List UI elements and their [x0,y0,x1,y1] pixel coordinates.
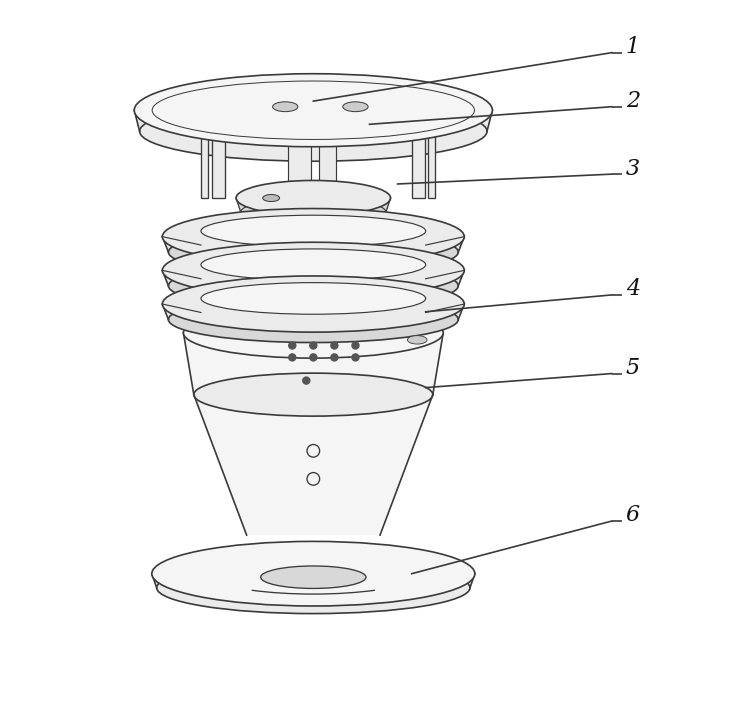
Ellipse shape [163,209,464,264]
Ellipse shape [163,243,464,298]
Circle shape [352,342,359,349]
Ellipse shape [236,180,391,216]
Polygon shape [183,333,443,395]
Circle shape [289,342,296,349]
Polygon shape [134,110,492,131]
Circle shape [310,354,317,361]
Polygon shape [163,237,464,252]
Circle shape [310,342,317,349]
Text: 1: 1 [626,36,640,58]
Text: 6: 6 [626,504,640,527]
Ellipse shape [201,283,426,314]
Polygon shape [194,395,433,535]
Polygon shape [163,270,464,286]
Ellipse shape [263,195,279,202]
Ellipse shape [151,541,475,606]
Ellipse shape [134,74,492,147]
Bar [212,135,225,198]
Circle shape [331,342,338,349]
Ellipse shape [241,198,386,226]
Ellipse shape [168,297,458,343]
Text: 5: 5 [626,357,640,379]
Polygon shape [151,574,475,588]
Bar [319,135,336,191]
Circle shape [331,354,338,361]
Polygon shape [236,198,391,212]
Circle shape [289,354,296,361]
Bar [201,135,208,198]
Ellipse shape [194,373,433,416]
Bar [288,135,310,191]
Ellipse shape [183,307,443,358]
Ellipse shape [407,336,427,344]
Bar [412,135,425,198]
Bar [428,135,435,198]
Ellipse shape [140,102,487,161]
Text: 4: 4 [626,278,640,300]
Circle shape [303,377,310,384]
Ellipse shape [343,102,368,111]
Ellipse shape [273,102,298,111]
Ellipse shape [201,249,426,281]
Circle shape [352,354,359,361]
Ellipse shape [261,566,366,589]
Ellipse shape [201,215,426,247]
Polygon shape [163,304,464,319]
Text: 2: 2 [626,90,640,112]
Ellipse shape [168,263,458,309]
Text: 3: 3 [626,157,640,180]
Ellipse shape [168,229,458,275]
Ellipse shape [157,562,470,613]
Ellipse shape [163,276,464,332]
